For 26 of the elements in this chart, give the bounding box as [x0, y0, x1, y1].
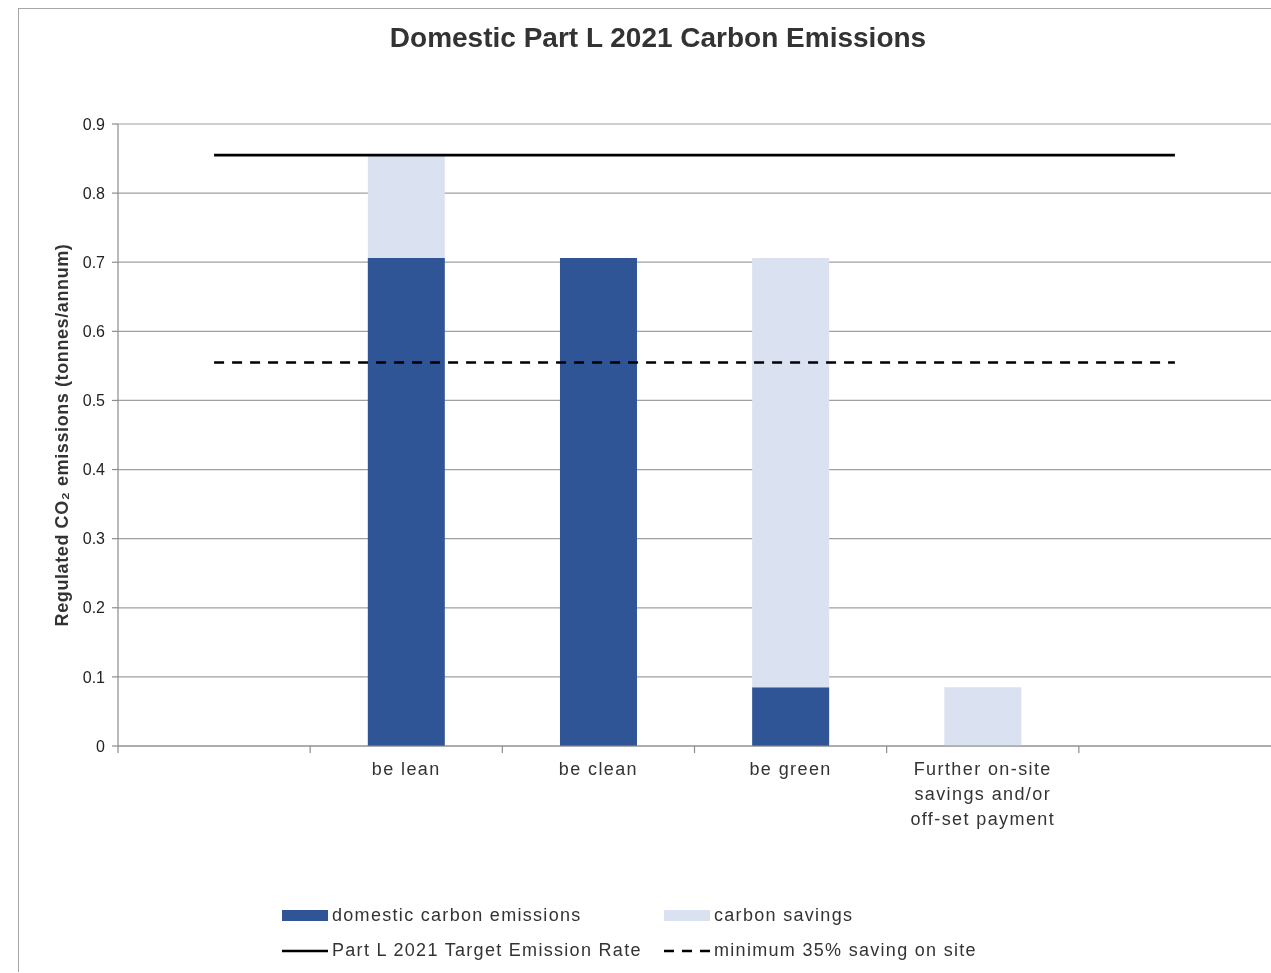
legend-label: domestic carbon emissions	[332, 905, 582, 926]
bar	[367, 155, 445, 259]
y-tick-label: 0	[96, 737, 106, 755]
y-tick-label: 0.2	[82, 599, 106, 617]
y-tick-label: 0.4	[82, 461, 106, 479]
legend-label: minimum 35% saving on site	[714, 940, 977, 961]
y-tick-label: 0.7	[82, 253, 106, 271]
chart-title: Domestic Part L 2021 Carbon Emissions	[388, 22, 928, 54]
x-tick-label: be clean	[558, 758, 639, 779]
y-tick-label: 0.1	[82, 668, 106, 686]
y-tick-label: 0.3	[82, 530, 106, 548]
bar	[752, 258, 830, 688]
y-tick-label: 0.9	[82, 115, 106, 133]
bar	[944, 687, 1022, 746]
y-tick-label: 0.8	[82, 184, 106, 202]
y-tick-label: 0.5	[82, 392, 106, 410]
bar	[752, 687, 830, 746]
y-axis-title: Regulated CO₂ emissions (tonnes/annum)	[52, 243, 72, 627]
legend-label: carbon savings	[714, 905, 854, 926]
bar	[559, 258, 637, 746]
legend-label: Part L 2021 Target Emission Rate	[332, 940, 642, 961]
x-tick-label: be green	[749, 758, 832, 779]
x-tick-label: Further on-site savings and/or off-set payment	[910, 758, 1056, 829]
y-tick-label: 0.6	[82, 323, 106, 341]
bar	[367, 258, 445, 746]
x-tick-label: be lean	[371, 758, 441, 779]
